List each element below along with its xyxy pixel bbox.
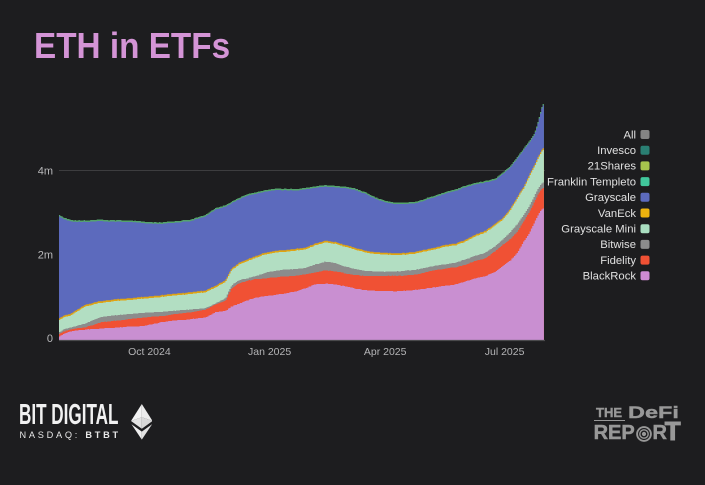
svg-text:Jan 2025: Jan 2025 (248, 346, 291, 358)
svg-text:BlackRock: BlackRock (583, 271, 637, 283)
svg-text:Grayscale Mini: Grayscale Mini (561, 224, 636, 236)
svg-text:Apr 2025: Apr 2025 (364, 346, 407, 358)
svg-text:Franklin Templeto: Franklin Templeto (547, 176, 636, 188)
svg-text:21Shares: 21Shares (588, 161, 637, 173)
svg-text:Invesco: Invesco (597, 145, 636, 157)
svg-text:4m: 4m (38, 165, 53, 177)
svg-text:Oct 2024: Oct 2024 (128, 346, 171, 358)
svg-text:Bitwise: Bitwise (600, 239, 636, 251)
svg-text:0: 0 (47, 333, 53, 345)
svg-text:VanEck: VanEck (598, 208, 636, 220)
svg-text:All: All (623, 129, 636, 141)
svg-text:Jul 2025: Jul 2025 (485, 346, 525, 358)
svg-text:2m: 2m (38, 249, 53, 261)
svg-text:Fidelity: Fidelity (600, 255, 636, 267)
svg-text:Grayscale: Grayscale (585, 192, 636, 204)
